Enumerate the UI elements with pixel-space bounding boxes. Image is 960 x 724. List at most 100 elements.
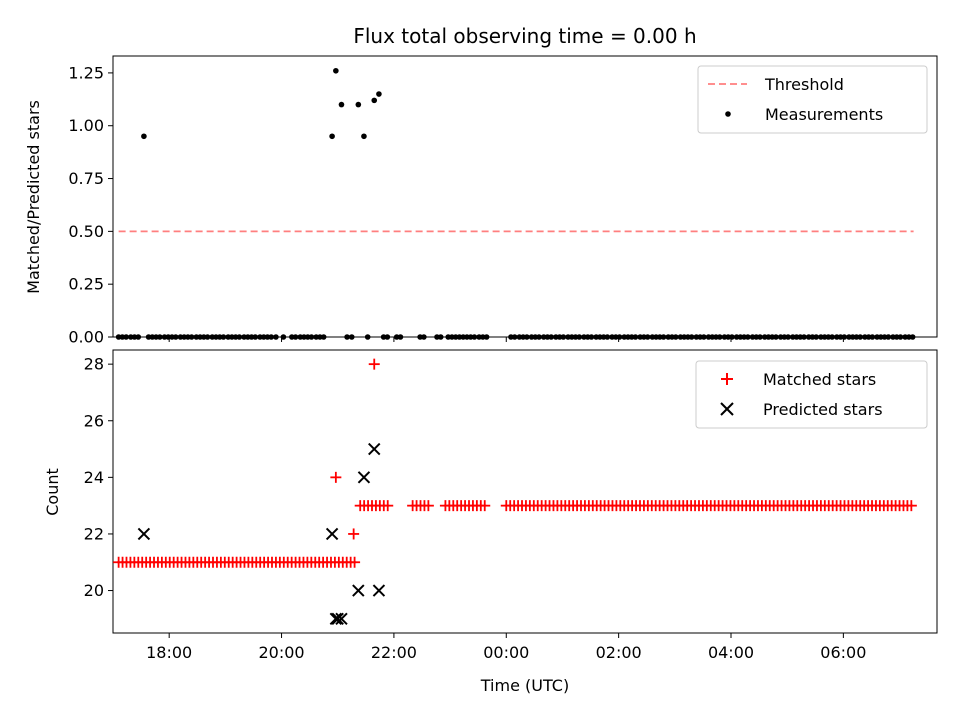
bottom-y-tick-label: 24: [84, 468, 104, 487]
measurement-point: [869, 334, 876, 340]
measurement-point: [885, 334, 892, 340]
bottom-x-tick-label: 02:00: [596, 643, 642, 662]
predicted-star-marker: [331, 612, 344, 626]
measurement-point: [604, 334, 611, 340]
top-y-tick-label: 0.75: [68, 169, 104, 188]
legend-matched-label: Matched stars: [763, 370, 876, 389]
top-y-tick-label: 1.00: [68, 116, 104, 135]
measurement-point: [437, 334, 444, 340]
measurement-points: [115, 67, 916, 340]
measurement-point: [773, 334, 779, 340]
measurement-point: [644, 334, 651, 340]
measurement-point: [801, 334, 807, 340]
measurement-point: [157, 334, 163, 340]
bottom-x-tick-label: 18:00: [146, 643, 192, 662]
measurement-point: [616, 334, 623, 340]
measurement-point: [397, 334, 404, 340]
bottom-x-tick-label: 20:00: [258, 643, 304, 662]
top-y-label: Matched/Predicted stars: [24, 100, 43, 294]
measurement-point: [829, 334, 835, 340]
measurement-point: [329, 133, 335, 140]
measurement-point: [273, 334, 279, 340]
measurement-point: [320, 334, 327, 340]
measurement-point: [511, 334, 518, 340]
measurement-point: [172, 334, 179, 340]
measurement-point: [729, 334, 735, 340]
measurement-point: [236, 334, 243, 340]
measurement-point: [757, 334, 763, 340]
legend-measurements-swatch: [725, 111, 731, 117]
chart-title: Flux total observing time = 0.00 h: [353, 24, 696, 48]
bottom-x-tick-label: 04:00: [708, 643, 754, 662]
measurement-point: [536, 334, 542, 340]
measurement-point: [421, 334, 427, 340]
measurement-point: [632, 334, 639, 340]
bottom-x-tick-label: 06:00: [820, 643, 866, 662]
measurement-point: [188, 334, 195, 340]
legend-threshold-label: Threshold: [764, 75, 844, 94]
measurement-point: [292, 334, 299, 340]
matched-stars-points: [113, 358, 917, 568]
measurement-point: [220, 334, 227, 340]
predicted-star-marker: [137, 527, 151, 541]
predicted-star-marker: [357, 471, 371, 484]
measurement-point: [355, 101, 362, 108]
measurement-point: [308, 334, 315, 340]
measurement-point: [333, 67, 339, 74]
bottom-y-tick-label: 28: [84, 355, 104, 374]
measurement-point: [813, 334, 820, 340]
measurement-point: [660, 334, 667, 340]
measurement-point: [548, 334, 555, 340]
bottom-y-tick-label: 20: [84, 581, 104, 600]
top-legend-box: [697, 65, 928, 134]
measurement-point: [672, 334, 679, 340]
bottom-panel: 20 22 24 26 28 18:00 20:00 22:00 00:00 02:00 04:0…: [43, 349, 938, 695]
predicted-star-marker: [335, 612, 348, 626]
measurement-point: [141, 133, 147, 140]
measurement-point: [361, 133, 367, 140]
measurement-point: [344, 334, 350, 340]
measurement-point: [483, 334, 490, 340]
legend-measurements-label: Measurements: [765, 105, 883, 124]
top-legend: Threshold Measurements: [697, 65, 928, 134]
predicted-star-marker: [368, 442, 381, 456]
measurement-point: [252, 334, 259, 340]
measurement-point: [716, 334, 723, 340]
bottom-x-label: Time (UTC): [480, 676, 569, 695]
bottom-x-tick-label: 22:00: [371, 643, 417, 662]
measurement-point: [524, 334, 530, 340]
top-y-tick-label: 0.25: [68, 275, 104, 294]
bottom-y-label: Count: [43, 468, 62, 516]
top-panel: 0.00 0.25 0.50 0.75 1.00 1.25 Matched/Predict…: [24, 55, 938, 347]
measurement-point: [745, 334, 751, 340]
top-y-axis: 0.00 0.25 0.50 0.75 1.00 1.25: [68, 63, 113, 347]
measurement-point: [280, 334, 287, 340]
measurement-point: [371, 97, 378, 104]
measurement-point: [364, 334, 371, 340]
measurement-point: [576, 334, 583, 340]
bottom-x-tick-label: 00:00: [483, 643, 529, 662]
measurement-point: [909, 334, 916, 340]
bottom-y-tick-label: 26: [84, 411, 104, 430]
bottom-x-axis: 18:00 20:00 22:00 00:00 02:00 04:00 06:00: [146, 633, 866, 662]
measurement-point: [123, 334, 129, 340]
legend-matched-swatch: [721, 373, 733, 385]
predicted-star-marker: [352, 584, 365, 597]
bottom-plot-frame: [112, 349, 938, 634]
legend-predicted-swatch: [720, 402, 734, 416]
measurement-point: [588, 334, 595, 340]
measurement-point: [701, 334, 707, 340]
predicted-star-marker: [325, 527, 339, 541]
measurement-point: [785, 334, 791, 340]
bottom-y-axis: 20 22 24 26 28: [84, 355, 113, 600]
measurement-point: [897, 334, 904, 340]
bottom-legend-box: [695, 360, 928, 429]
predicted-star-marker: [372, 584, 386, 597]
measurement-point: [376, 91, 382, 97]
measurement-point: [268, 334, 275, 340]
measurement-point: [560, 334, 567, 340]
top-y-tick-label: 0.00: [68, 328, 104, 347]
legend-predicted-label: Predicted stars: [763, 400, 883, 419]
top-y-tick-label: 1.25: [68, 63, 104, 82]
predicted-stars-points: [137, 442, 386, 626]
